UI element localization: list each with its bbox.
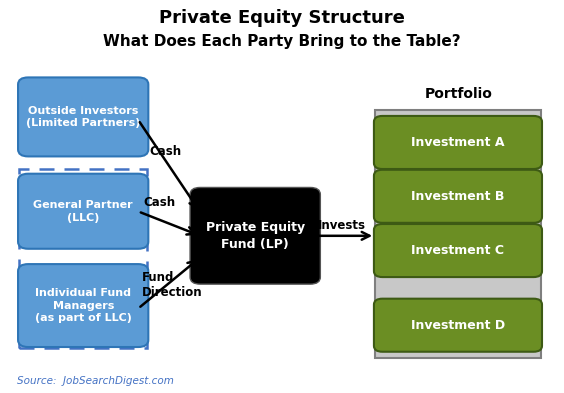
Text: Source:  JobSearchDigest.com: Source: JobSearchDigest.com bbox=[17, 376, 174, 386]
Text: What Does Each Party Bring to the Table?: What Does Each Party Bring to the Table? bbox=[103, 34, 461, 49]
FancyBboxPatch shape bbox=[18, 264, 148, 347]
Text: Cash: Cash bbox=[149, 145, 182, 158]
Text: Outside Investors
(Limited Partners): Outside Investors (Limited Partners) bbox=[26, 105, 140, 129]
Text: Investment B: Investment B bbox=[411, 190, 505, 203]
Text: Cash: Cash bbox=[144, 196, 176, 209]
Text: Fund
Direction: Fund Direction bbox=[142, 271, 202, 299]
Text: Portfolio: Portfolio bbox=[425, 87, 492, 101]
FancyBboxPatch shape bbox=[375, 110, 541, 358]
Text: Investment C: Investment C bbox=[412, 244, 504, 257]
Text: Individual Fund
Managers
(as part of LLC): Individual Fund Managers (as part of LLC… bbox=[35, 288, 131, 323]
Text: Invests: Invests bbox=[318, 219, 367, 233]
FancyBboxPatch shape bbox=[374, 116, 542, 169]
FancyBboxPatch shape bbox=[18, 77, 148, 156]
FancyBboxPatch shape bbox=[18, 174, 148, 249]
FancyBboxPatch shape bbox=[190, 187, 320, 284]
Text: Private Equity Structure: Private Equity Structure bbox=[159, 9, 405, 27]
Text: General Partner
(LLC): General Partner (LLC) bbox=[33, 200, 133, 223]
FancyBboxPatch shape bbox=[374, 299, 542, 352]
Text: Investment D: Investment D bbox=[411, 319, 505, 332]
Text: Investment A: Investment A bbox=[411, 136, 505, 149]
FancyBboxPatch shape bbox=[374, 170, 542, 223]
Text: Private Equity
Fund (LP): Private Equity Fund (LP) bbox=[206, 221, 305, 251]
FancyBboxPatch shape bbox=[374, 224, 542, 277]
